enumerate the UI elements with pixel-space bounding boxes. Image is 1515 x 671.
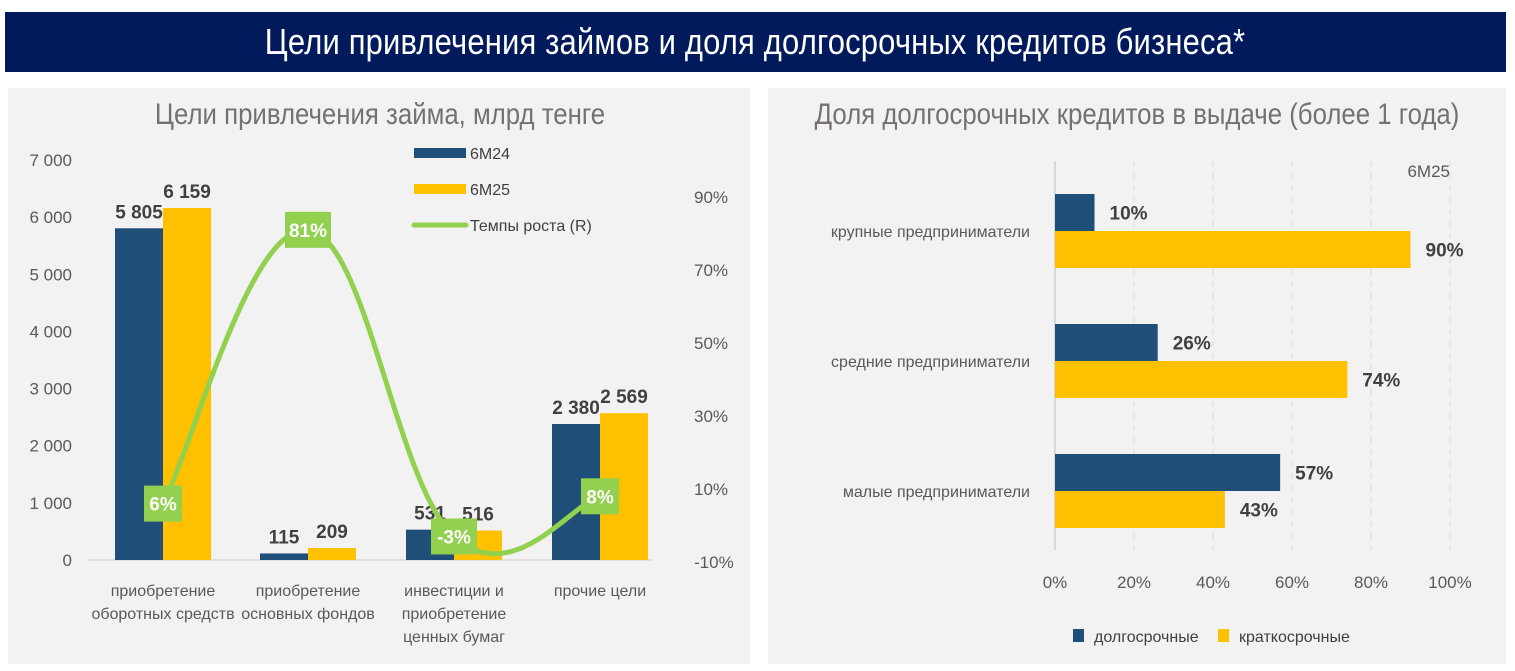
x-tick-label: 20% (1117, 573, 1151, 592)
x-tick-label: 60% (1275, 573, 1309, 592)
growth-label-box (431, 518, 477, 555)
bar-value-label: 5 805 (115, 202, 163, 223)
legend-label: 6М24 (470, 146, 510, 163)
y2-tick-label: -10% (694, 553, 734, 572)
chart-title: Доля долгосрочных кредитов в выдаче (бол… (815, 97, 1460, 130)
period-label: 6М25 (1407, 162, 1450, 181)
bar-value-label: 26% (1173, 334, 1211, 355)
bar-value-label: 74% (1362, 371, 1400, 392)
growth-label: 8% (586, 487, 614, 508)
header-banner: Цели привлечения займов и доля долгосроч… (5, 12, 1506, 72)
category-label: приобретение (256, 583, 361, 600)
legend-label: краткосрочные (1239, 629, 1350, 646)
x-tick-label: 100% (1428, 573, 1471, 592)
y-tick-label: 1 000 (29, 494, 72, 513)
growth-label: -3% (437, 527, 471, 548)
y2-tick-label: 50% (694, 334, 728, 353)
bar-value-label: 115 (269, 527, 300, 548)
category-label: оборотных средств (91, 606, 234, 623)
category-label: малые предприниматели (843, 484, 1030, 501)
long-term-share-chart: Доля долгосрочных кредитов в выдаче (бол… (815, 97, 1472, 646)
y-tick-label: 4 000 (29, 322, 72, 341)
long-term-share-panel: Доля долгосрочных кредитов в выдаче (бол… (768, 88, 1506, 664)
category-label: крупные предприниматели (831, 224, 1030, 241)
bar-6м25-1 (308, 548, 356, 560)
bar-value-label: 43% (1240, 501, 1278, 522)
x-axis-categories: приобретение оборотных средств приобретени… (91, 583, 646, 646)
y2-tick-label: 10% (694, 480, 728, 499)
bar-long-term-2 (1055, 454, 1281, 491)
growth-label: 6% (149, 495, 177, 516)
growth-label-box (285, 211, 331, 248)
x-axis: 0% 20% 40% 60% 80% 100% (1043, 573, 1472, 592)
y2-tick-label: 90% (694, 188, 728, 207)
x-tick-label: 40% (1196, 573, 1230, 592)
legend-label: Темпы роста (R) (470, 218, 592, 235)
y-tick-label: 6 000 (29, 208, 72, 227)
bar-short-term-0 (1055, 231, 1411, 268)
y-tick-label: 7 000 (29, 151, 72, 170)
y-axis-categories: крупные предприниматели средние предприни… (831, 224, 1030, 501)
growth-line: 6% 81% -3% 8% (144, 211, 619, 557)
growth-label-box (144, 485, 182, 522)
x-tick-label: 0% (1043, 573, 1068, 592)
bar-6м24-1 (260, 553, 308, 560)
category-label: инвестиции и (404, 583, 504, 600)
chart-title: Цели привлечения займа, млрд тенге (155, 97, 605, 130)
legend-swatch-6m25 (414, 184, 466, 194)
legend-swatch-short-term (1218, 629, 1229, 642)
y-tick-label: 0 (63, 551, 72, 570)
category-label: приобретение (111, 583, 216, 600)
loan-purposes-panel: Цели привлечения займа, млрд тенге 6М24 6… (8, 88, 750, 664)
category-label: средние предприниматели (831, 354, 1030, 371)
legend-swatch-long-term (1073, 629, 1084, 642)
bar-value-label: 57% (1295, 464, 1333, 485)
bar-value-label: 6 159 (163, 182, 211, 203)
bar-long-term-1 (1055, 324, 1158, 361)
y2-tick-label: 70% (694, 261, 728, 280)
bar-short-term-2 (1055, 491, 1225, 528)
growth-label: 81% (289, 221, 327, 242)
bar-value-label: 10% (1110, 204, 1148, 225)
bar-long-term-0 (1055, 194, 1095, 231)
bars: 10% 26% 57% 90% 74% 43% (1055, 194, 1464, 528)
legend-swatch-6m24 (414, 148, 466, 158)
x-tick-label: 80% (1354, 573, 1388, 592)
bar-value-label: 90% (1426, 241, 1464, 262)
bar-value-label: 2 569 (600, 387, 648, 408)
category-label: приобретение (402, 606, 507, 623)
legend-label: долгосрочные (1094, 629, 1199, 646)
legend: 6М24 6М25 Темпы роста (R) (411, 146, 592, 235)
bar-short-term-1 (1055, 361, 1348, 398)
y-tick-label: 2 000 (29, 437, 72, 456)
y-axis-right: -10% 10% 30% 50% 70% 90% (694, 188, 734, 572)
y-tick-label: 3 000 (29, 380, 72, 399)
category-label: ценных бумаг (403, 629, 505, 646)
legend-label: 6М25 (470, 182, 510, 199)
growth-label-box (581, 478, 619, 515)
loan-purposes-chart: Цели привлечения займа, млрд тенге 6М246… (29, 97, 734, 646)
bar-value-label: 2 380 (552, 398, 600, 419)
y-tick-label: 5 000 (29, 265, 72, 284)
bar-value-label: 209 (316, 522, 348, 543)
category-label: основных фондов (241, 606, 375, 623)
y2-tick-label: 30% (694, 407, 728, 426)
growth-line-path (160, 227, 603, 557)
page-title: Цели привлечения займов и доля долгосроч… (265, 21, 1246, 62)
legend: долгосрочные краткосрочные (1073, 629, 1350, 646)
category-label: прочие цели (554, 583, 646, 600)
